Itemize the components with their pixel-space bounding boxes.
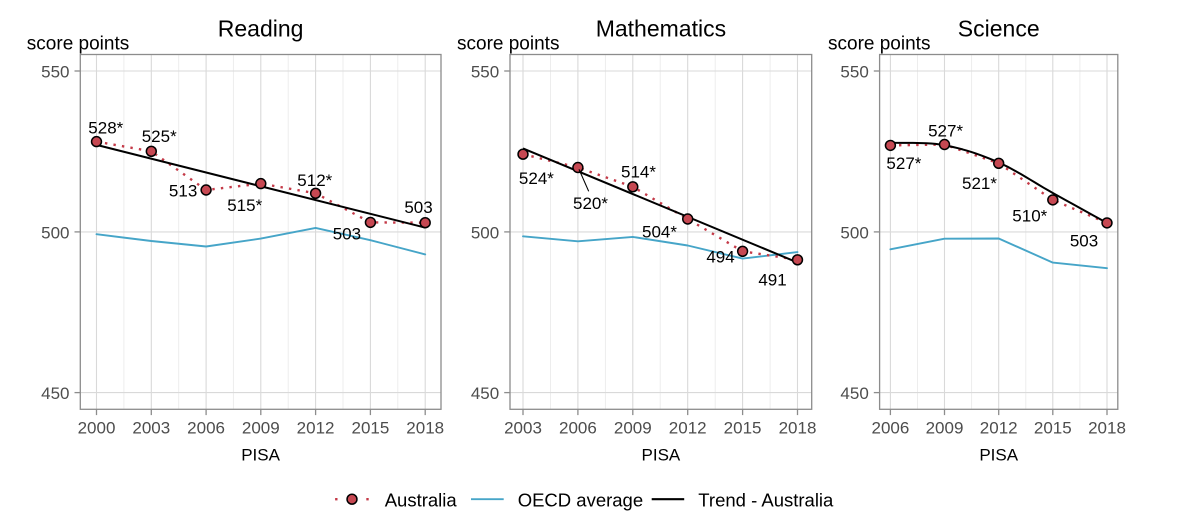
svg-text:2018: 2018 <box>406 418 444 437</box>
svg-text:Reading: Reading <box>218 16 304 42</box>
svg-text:score points: score points <box>457 33 559 54</box>
svg-text:503: 503 <box>404 198 432 217</box>
svg-text:527*: 527* <box>886 154 921 173</box>
svg-text:2015: 2015 <box>351 418 389 437</box>
svg-text:2018: 2018 <box>1088 418 1126 437</box>
svg-text:524*: 524* <box>519 169 554 188</box>
svg-text:OECD average: OECD average <box>518 489 643 510</box>
svg-text:2015: 2015 <box>1034 418 1072 437</box>
svg-text:512*: 512* <box>297 171 332 190</box>
svg-text:PISA: PISA <box>642 446 681 465</box>
svg-text:2015: 2015 <box>724 418 762 437</box>
svg-text:2006: 2006 <box>871 418 909 437</box>
svg-text:520*: 520* <box>573 194 608 213</box>
svg-text:2012: 2012 <box>669 418 707 437</box>
svg-text:2000: 2000 <box>78 418 116 437</box>
svg-text:500: 500 <box>840 223 868 242</box>
svg-text:510*: 510* <box>1012 206 1047 225</box>
svg-text:550: 550 <box>471 62 499 81</box>
svg-text:2009: 2009 <box>242 418 280 437</box>
svg-text:Trend - Australia: Trend - Australia <box>698 489 834 510</box>
svg-text:513: 513 <box>169 181 197 200</box>
svg-text:Mathematics: Mathematics <box>596 16 726 42</box>
svg-text:2003: 2003 <box>504 418 542 437</box>
svg-text:503: 503 <box>1070 232 1098 251</box>
svg-text:Science: Science <box>958 16 1040 42</box>
svg-text:503: 503 <box>333 224 361 243</box>
svg-text:491: 491 <box>758 270 786 289</box>
svg-text:score points: score points <box>828 33 930 54</box>
svg-text:2003: 2003 <box>132 418 170 437</box>
svg-text:528*: 528* <box>88 119 123 138</box>
svg-text:450: 450 <box>471 384 499 403</box>
svg-text:PISA: PISA <box>979 446 1018 465</box>
svg-text:500: 500 <box>41 223 69 242</box>
svg-text:2012: 2012 <box>980 418 1018 437</box>
svg-text:450: 450 <box>41 384 69 403</box>
svg-text:score points: score points <box>27 33 129 54</box>
svg-text:521*: 521* <box>962 174 997 193</box>
svg-text:2006: 2006 <box>187 418 225 437</box>
svg-text:Australia: Australia <box>385 489 458 510</box>
svg-text:PISA: PISA <box>241 446 280 465</box>
svg-text:450: 450 <box>840 384 868 403</box>
svg-text:550: 550 <box>840 62 868 81</box>
svg-text:2009: 2009 <box>926 418 964 437</box>
svg-text:494: 494 <box>706 247 734 266</box>
svg-text:2009: 2009 <box>614 418 652 437</box>
svg-text:2006: 2006 <box>559 418 597 437</box>
svg-text:504*: 504* <box>642 223 677 242</box>
svg-text:514*: 514* <box>621 162 656 181</box>
svg-text:525*: 525* <box>142 127 177 146</box>
svg-text:500: 500 <box>471 223 499 242</box>
svg-text:2012: 2012 <box>297 418 335 437</box>
svg-text:515*: 515* <box>227 196 262 215</box>
svg-text:550: 550 <box>41 62 69 81</box>
svg-text:527*: 527* <box>928 121 963 140</box>
svg-text:2018: 2018 <box>779 418 817 437</box>
